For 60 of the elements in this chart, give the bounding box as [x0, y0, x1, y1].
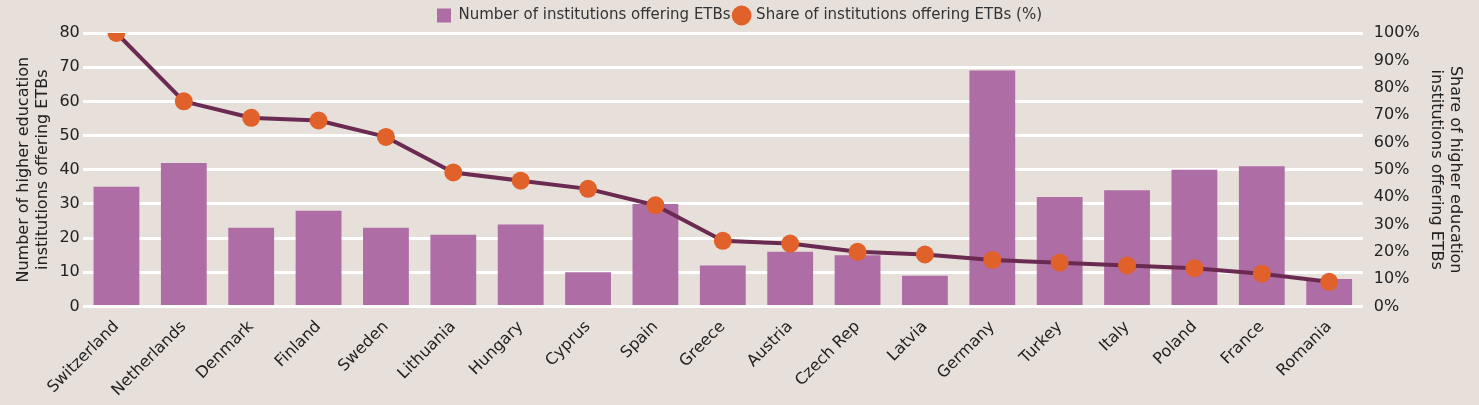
point [376, 127, 395, 146]
y2-tick-label: 30% [1373, 213, 1410, 233]
bar [363, 227, 409, 305]
y2-tick-label: 40% [1373, 186, 1410, 206]
y2-tick-label: 80% [1373, 76, 1410, 96]
y-tick-label: 60 [59, 90, 80, 110]
bar [1036, 197, 1083, 305]
y-tick-label: 20 [59, 227, 80, 247]
point [444, 163, 463, 182]
point [579, 179, 598, 198]
y-tick-label: 10 [59, 261, 80, 281]
bar [430, 234, 477, 305]
bar [1238, 166, 1285, 305]
bar [497, 224, 544, 305]
bar [1104, 190, 1150, 305]
point [174, 92, 193, 111]
bar [902, 275, 948, 305]
bar [1171, 169, 1218, 305]
bar [969, 70, 1016, 305]
y2-tick-label: 10% [1373, 268, 1410, 288]
legend-label: Share of institutions offering ETBs (%) [756, 5, 1042, 24]
point [646, 196, 665, 215]
y2-tick-label: 100% [1373, 22, 1420, 42]
point [713, 231, 732, 250]
point [309, 111, 328, 130]
point [242, 108, 261, 127]
point [781, 234, 800, 253]
y2-tick-label: 90% [1373, 49, 1410, 69]
y-axis-title: Number of higher education institutions offering ETBs [12, 56, 51, 283]
bar [699, 265, 746, 305]
bar [767, 251, 814, 305]
bar [93, 186, 140, 305]
y-tick-label: 40 [59, 158, 80, 178]
point [1185, 259, 1204, 278]
point [1252, 264, 1271, 283]
bar [228, 227, 275, 305]
point [915, 245, 934, 264]
bar [565, 272, 611, 305]
legend-label: Number of institutions offering ETBs [458, 5, 731, 24]
y2-tick-label: 0% [1373, 295, 1400, 315]
y-tick-label: 0 [69, 295, 80, 315]
point [511, 171, 530, 190]
point [983, 250, 1002, 269]
y-tick-label: 70 [59, 56, 80, 76]
bar [160, 162, 207, 305]
bar [834, 255, 881, 305]
y-tick-label: 80 [59, 22, 80, 42]
y2-tick-label: 20% [1373, 240, 1410, 260]
bar [632, 203, 679, 305]
y-tick-label: 50 [59, 124, 80, 144]
bar [295, 210, 342, 305]
y2-tick-label: 70% [1373, 104, 1410, 124]
y2-tick-label: 50% [1373, 158, 1410, 178]
point [1050, 253, 1069, 272]
y2-tick-label: 60% [1373, 131, 1410, 151]
y2-axis-title: Share of higher education institutions offering ETBs [1428, 65, 1467, 274]
y-tick-label: 30 [59, 193, 80, 213]
point [848, 242, 867, 261]
point [1320, 272, 1339, 291]
point [1118, 256, 1137, 275]
